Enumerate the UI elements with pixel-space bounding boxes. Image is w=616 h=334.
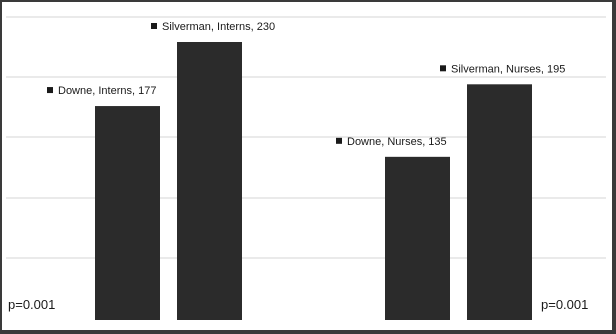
bar xyxy=(95,106,160,320)
bar xyxy=(177,42,242,320)
legend-marker xyxy=(47,87,53,94)
legend-marker xyxy=(440,65,446,72)
bar xyxy=(467,84,532,320)
data-label: Downe, Nurses, 135 xyxy=(347,136,447,148)
bars xyxy=(95,42,532,320)
bar-labels: Downe, Interns, 177 Silverman, Interns, 2… xyxy=(47,21,565,148)
legend-marker xyxy=(336,137,342,144)
data-label: Silverman, Interns, 230 xyxy=(162,21,275,33)
legend-marker xyxy=(151,23,157,29)
data-label: Silverman, Nurses, 195 xyxy=(451,63,565,75)
data-label: Downe, Interns, 177 xyxy=(58,85,156,97)
p-value-right: p=0.001 xyxy=(541,297,588,312)
p-value-left: p=0.001 xyxy=(8,297,55,312)
bar xyxy=(385,156,450,320)
